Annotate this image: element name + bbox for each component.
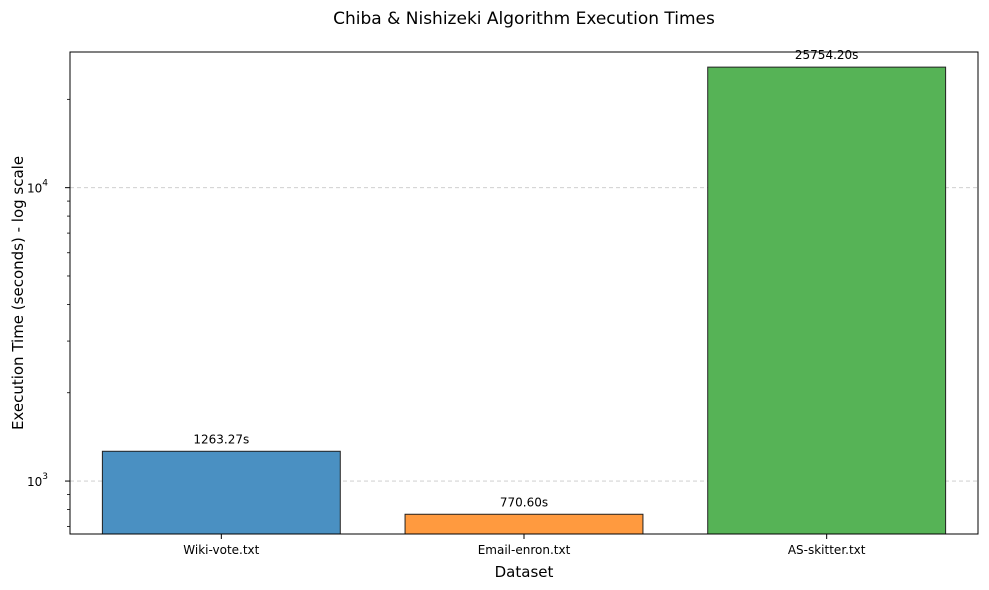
bars bbox=[101, 66, 947, 535]
bar-2 bbox=[404, 513, 644, 535]
value-label: 770.60s bbox=[500, 495, 548, 509]
x-tick-label: AS-skitter.txt bbox=[788, 543, 866, 557]
bar-3 bbox=[707, 66, 947, 535]
chart-title: Chiba & Nishizeki Algorithm Execution Ti… bbox=[333, 9, 715, 29]
y-axis-label: Execution Time (seconds) - log scale bbox=[9, 156, 27, 430]
x-axis: Wiki-vote.txt Email-enron.txt AS-skitter.t… bbox=[183, 534, 866, 557]
y-tick-label: 104 bbox=[27, 179, 48, 196]
x-axis-label: Dataset bbox=[495, 563, 554, 581]
x-tick-label: Wiki-vote.txt bbox=[183, 543, 259, 557]
x-tick-label: Email-enron.txt bbox=[478, 543, 571, 557]
value-label: 1263.27s bbox=[193, 432, 249, 446]
value-label: 25754.20s bbox=[795, 48, 859, 62]
bar-1 bbox=[101, 450, 341, 535]
y-tick-label: 103 bbox=[27, 472, 48, 489]
y-axis: 103 104 bbox=[27, 98, 70, 527]
